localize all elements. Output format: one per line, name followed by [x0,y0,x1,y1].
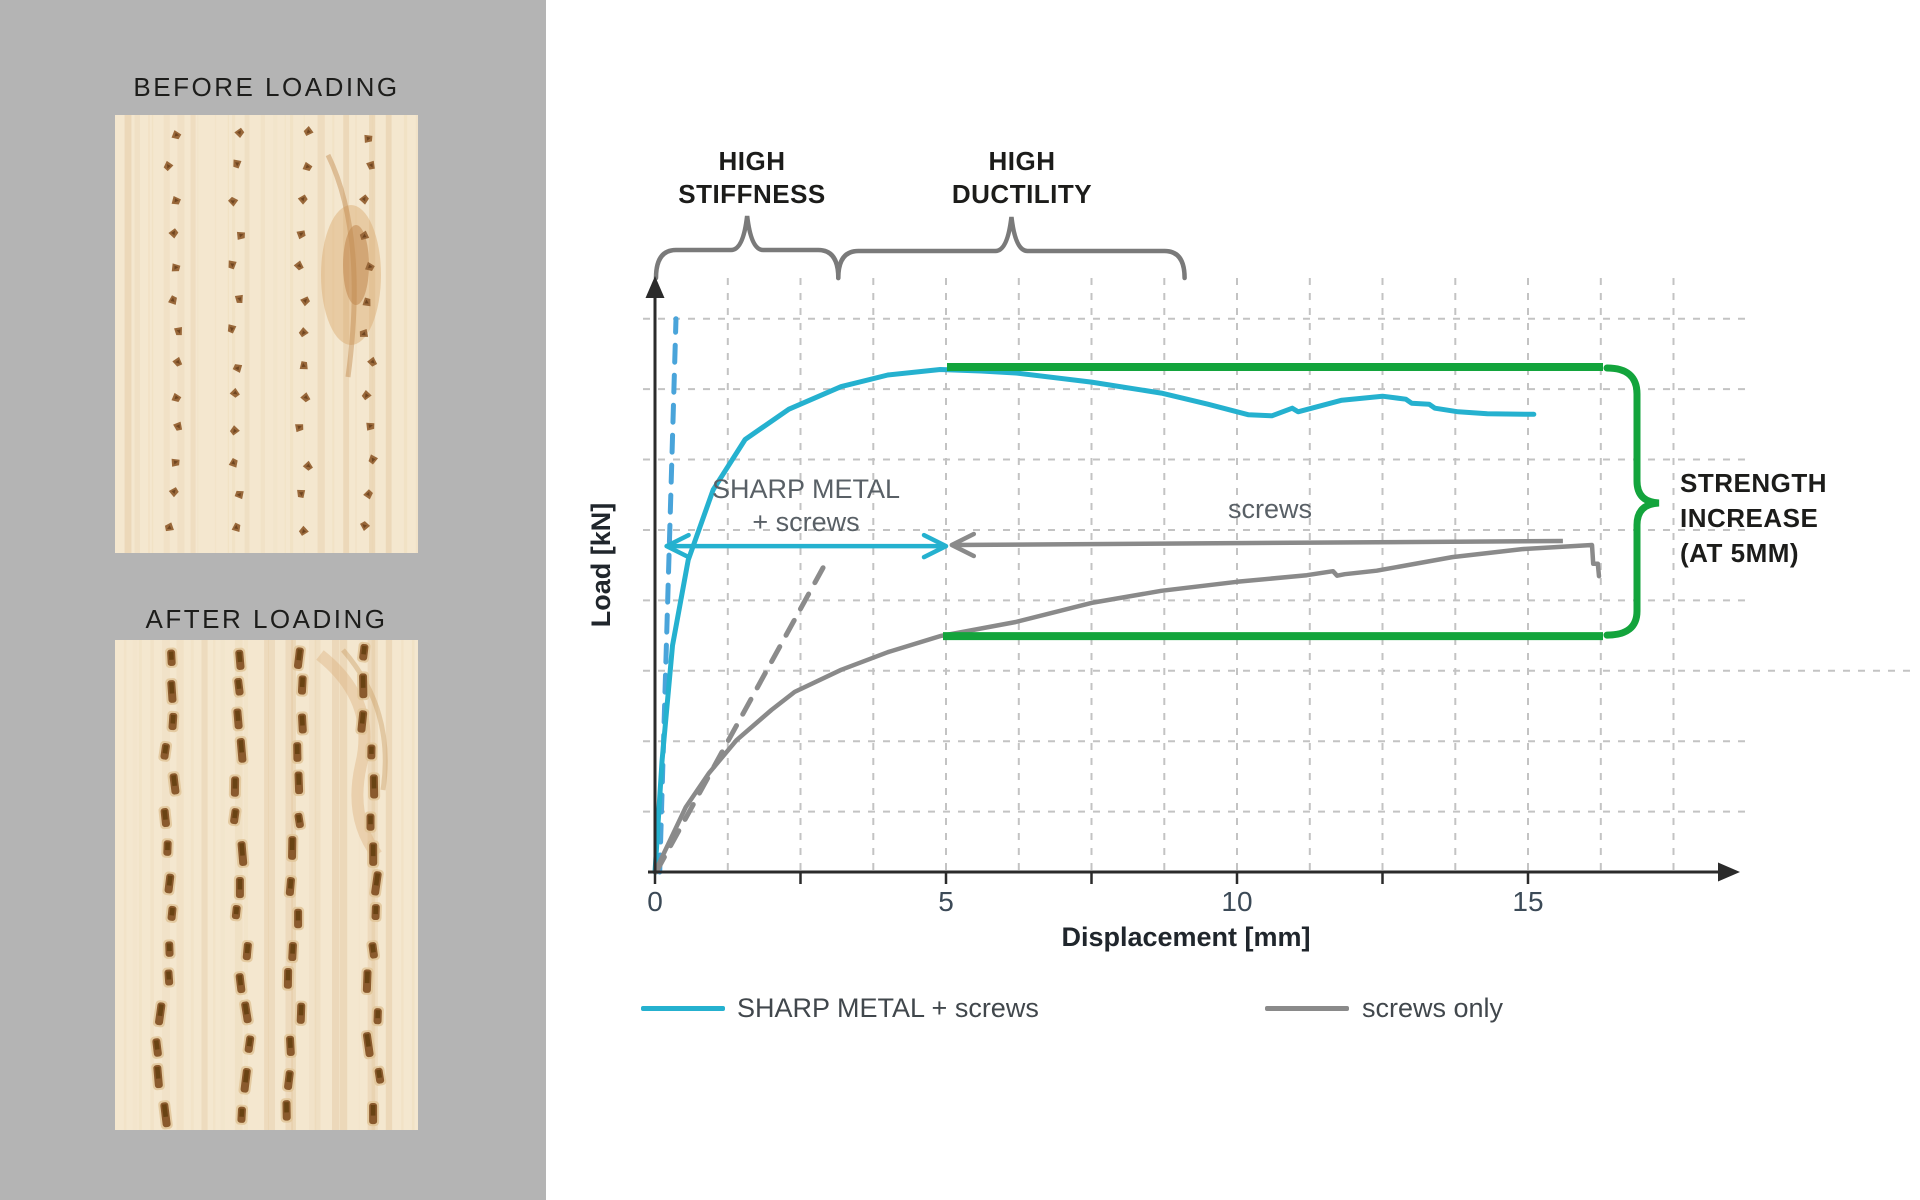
series-sharp-metal-curve [652,367,1537,875]
strength-increase-line1: STRENGTH [1680,468,1827,498]
after-loading-title: AFTER LOADING [145,604,388,634]
sharp-metal-annotation-line2: + screws [752,507,860,537]
strength-increase-line3: (AT 5MM) [1680,538,1800,568]
high-stiffness-label: HIGH STIFFNESS [602,145,902,211]
high-stiffness-line2: STIFFNESS [678,179,826,209]
sample-panel: BEFORE LOADING [0,0,546,1200]
x-tick-label-0: 0 [647,886,663,917]
legend-label-1: screws only [1362,993,1504,1023]
sharp-metal-annotation-line1: SHARP METAL [711,474,901,504]
y-axis-label: Load [kN] [586,502,616,628]
strength-increase-brace [1603,364,1660,639]
y-axis-arrowhead [645,276,665,298]
high-ductility-brace [836,216,1187,281]
before-loading-title: BEFORE LOADING [133,72,400,102]
screws-annotation: screws [1227,494,1312,524]
strength-increase-label: STRENGTH INCREASE (AT 5MM) [1680,466,1827,571]
sharp-metal-annotation: SHARP METAL + screws [646,473,966,539]
wood-sample-after-image [115,640,418,1130]
x-axis-label: Displacement [mm] [1061,922,1311,952]
x-tick-label-10: 10 [1221,886,1253,917]
screws-range-arrow [949,531,1563,559]
high-stiffness-line1: HIGH [718,146,786,176]
high-ductility-line2: DUCTILITY [951,179,1093,209]
strength-increase-line2: INCREASE [1680,503,1819,533]
wood-sample-before-image [115,115,418,553]
legend-swatch-1 [1265,1006,1349,1011]
high-ductility-label: HIGH DUCTILITY [872,145,1172,211]
legend-label-0: SHARP METAL + screws [737,993,1039,1023]
high-stiffness-brace [653,215,841,281]
series-screws-only-curve [652,542,1602,875]
sharp-metal-range-arrow [664,532,949,560]
legend-swatch-0 [641,1006,725,1011]
high-ductility-line1: HIGH [988,146,1056,176]
x-tick-label-15: 15 [1512,886,1544,917]
x-tick-label-5: 5 [938,886,954,917]
x-axis-arrowhead [1718,862,1740,882]
